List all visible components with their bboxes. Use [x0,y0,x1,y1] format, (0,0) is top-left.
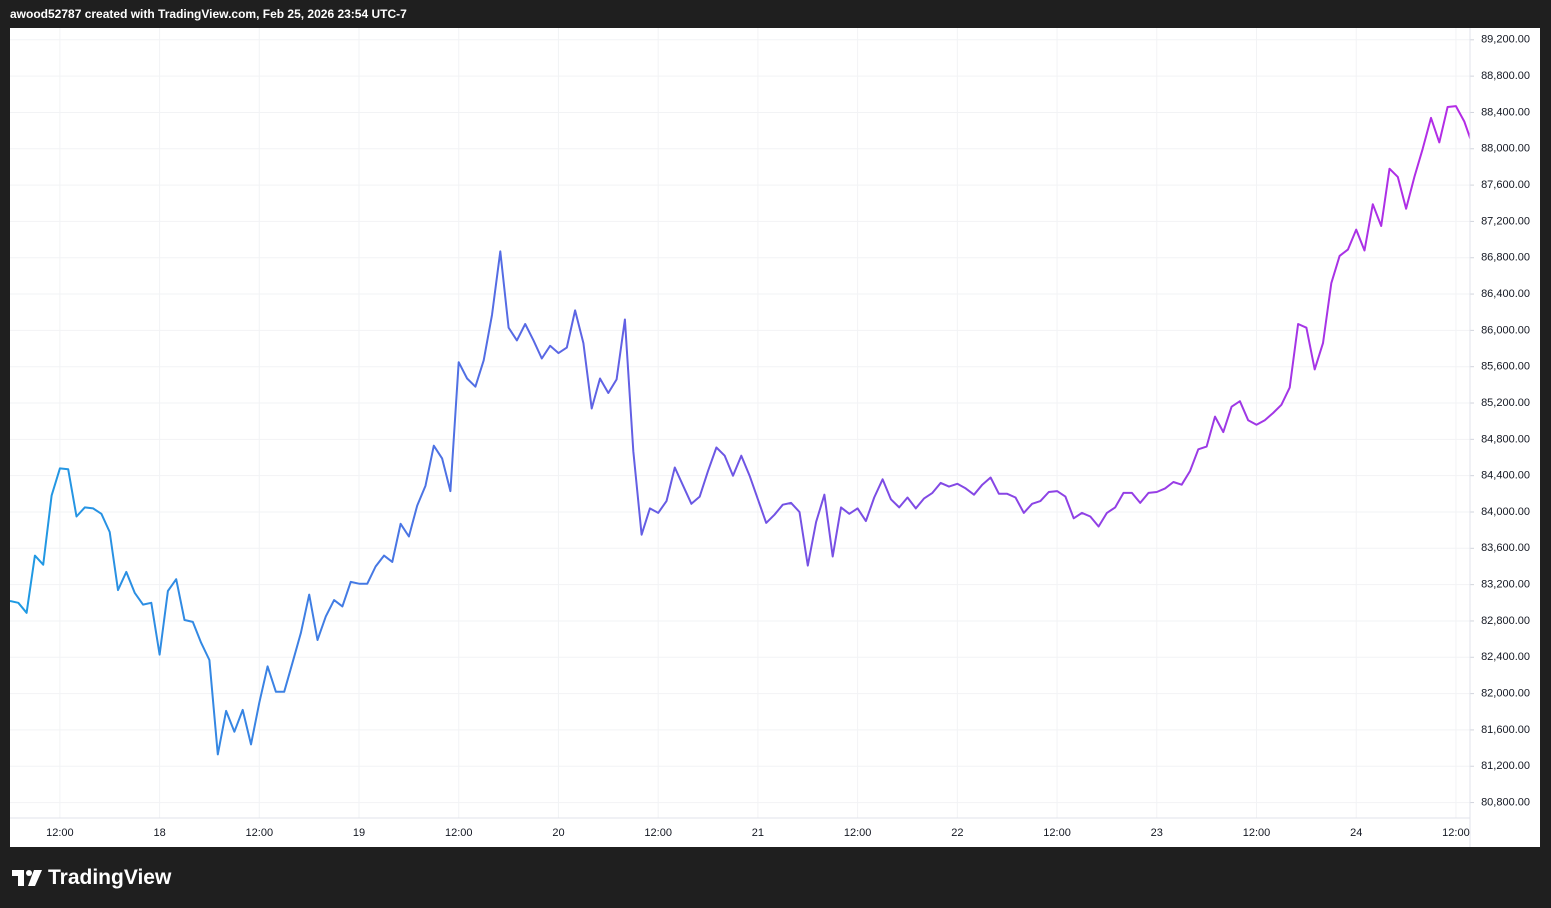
x-tick-label: 12:00 [445,827,473,839]
logo [12,870,42,886]
y-tick-label: 88,000.00 [1481,143,1530,155]
y-tick-label: 84,400.00 [1481,470,1530,482]
x-tick-label: 19 [353,827,365,839]
x-tick-label: 12:00 [1442,827,1470,839]
x-tick-label: 18 [153,827,165,839]
x-tick-label: 12:00 [246,827,274,839]
y-tick-label: 87,200.00 [1481,215,1530,227]
y-tick-label: 82,000.00 [1481,688,1530,700]
y-tick-label: 81,600.00 [1481,724,1530,736]
x-tick-label: 12:00 [46,827,74,839]
brand-text: TradingView [48,866,172,889]
x-tick-label: 21 [752,827,764,839]
y-tick-label: 87,600.00 [1481,179,1530,191]
header-text: awood52787 created with TradingView.com,… [10,7,407,21]
x-tick-label: 12:00 [1043,827,1071,839]
y-tick-label: 85,200.00 [1481,397,1530,409]
x-tick-label: 24 [1350,827,1362,839]
y-tick-label: 89,200.00 [1481,34,1530,46]
x-tick-label: 23 [1151,827,1163,839]
y-tick-label: 86,800.00 [1481,252,1530,264]
y-tick-label: 88,800.00 [1481,70,1530,82]
x-tick-label: 12:00 [644,827,672,839]
y-tick-label: 86,400.00 [1481,288,1530,300]
y-tick-label: 88,400.00 [1481,106,1530,118]
y-tick-label: 81,200.00 [1481,760,1530,772]
x-tick-label: 22 [951,827,963,839]
y-tick-label: 82,400.00 [1481,651,1530,663]
y-tick-label: 84,000.00 [1481,506,1530,518]
x-tick-label: 12:00 [844,827,872,839]
x-tick-label: 12:00 [1243,827,1271,839]
y-tick-label: 83,200.00 [1481,579,1530,591]
y-tick-label: 86,000.00 [1481,324,1530,336]
y-tick-label: 85,600.00 [1481,361,1530,373]
y-tick-label: 84,800.00 [1481,433,1530,445]
x-tick-label: 20 [552,827,564,839]
y-tick-label: 82,800.00 [1481,615,1530,627]
y-tick-label: 83,600.00 [1481,542,1530,554]
price-line [10,105,1470,756]
y-tick-label: 80,800.00 [1481,796,1530,808]
chart-panel [10,28,1540,847]
